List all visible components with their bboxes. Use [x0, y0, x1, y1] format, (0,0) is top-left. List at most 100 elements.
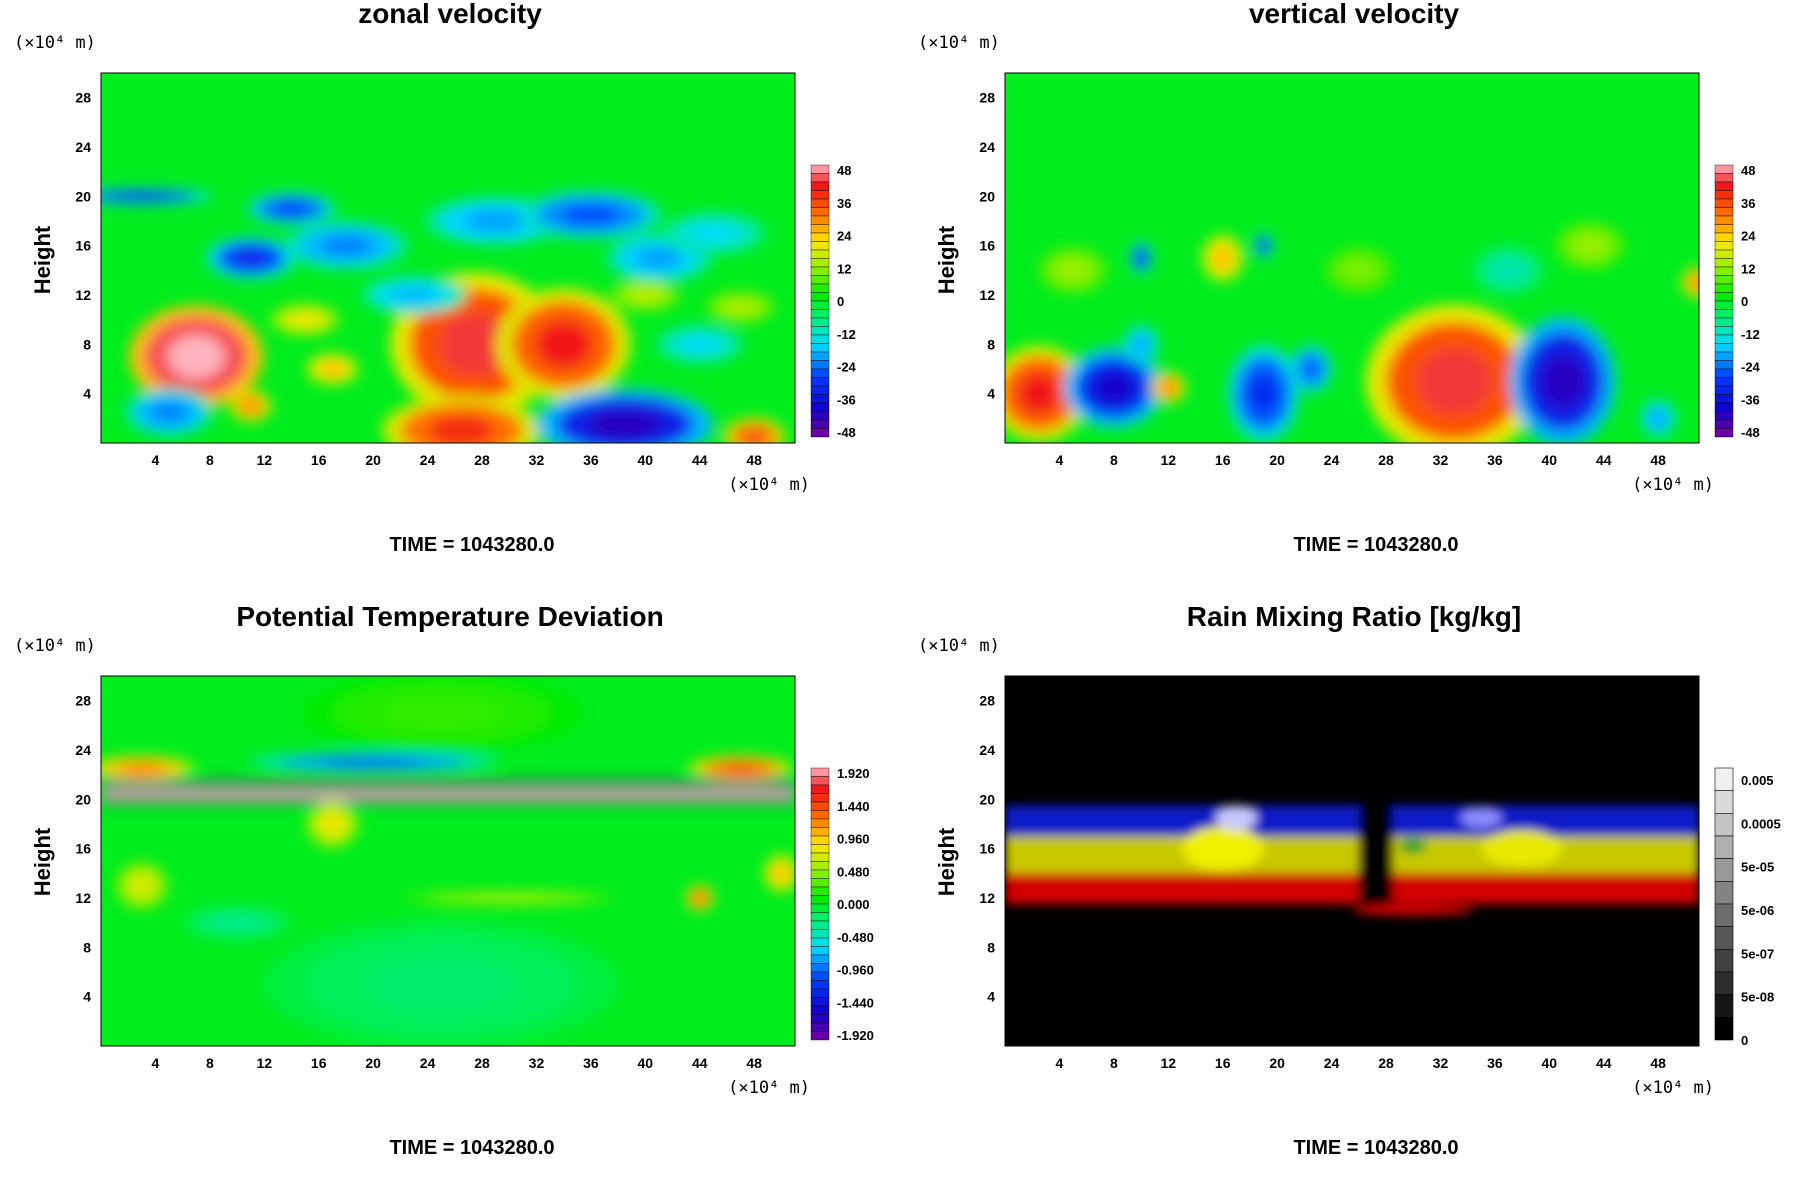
rain-gap: [1358, 801, 1393, 907]
colorbar-swatch: [1714, 881, 1734, 905]
x-tick-label: 16: [1215, 1055, 1231, 1071]
x-unit-label: (×10⁴ m): [1632, 1078, 1714, 1098]
colorbar-swatch: [1714, 402, 1734, 412]
colorbar-swatch: [1714, 232, 1734, 242]
colorbar-swatch: [810, 801, 830, 811]
colorbar-swatch: [810, 793, 830, 803]
heatmap-cell-core: [150, 401, 188, 423]
x-tick-label: 8: [206, 452, 214, 468]
colorbar-swatch: [810, 810, 830, 820]
panel-potential-temperature-deviation: Potential Temperature Deviation (×10⁴ m)…: [14, 601, 874, 1159]
colorbar-swatch: [1714, 164, 1734, 174]
y-axis-label: Height: [30, 827, 55, 896]
plot-frame: [100, 675, 796, 1047]
colorbar-swatch: [810, 224, 830, 234]
colorbar-label: 0: [1741, 1033, 1748, 1048]
colorbar-swatch: [810, 1031, 830, 1041]
heatmap-cell-core: [1575, 235, 1606, 256]
colorbar-swatch: [1714, 317, 1734, 327]
colorbar-label: 5e-07: [1741, 946, 1774, 961]
heatmap-cell-core: [1058, 260, 1089, 281]
x-axis-ticks: 4 8 12 16 20 24 28 32 36 40 44 48: [1056, 452, 1667, 468]
panel-title: Potential Temperature Deviation: [236, 601, 663, 632]
colorbar-swatch: [1714, 207, 1734, 217]
panel-title: Rain Mixing Ratio [kg/kg]: [1187, 601, 1521, 632]
x-tick-label: 16: [1215, 452, 1231, 468]
colorbar-swatch: [1714, 351, 1734, 361]
colorbar-swatch: [810, 402, 830, 412]
colorbar-swatch: [810, 411, 830, 421]
heatmap-cell-core: [1092, 370, 1135, 405]
x-tick-label: 4: [1056, 1055, 1064, 1071]
heatmap-field: [101, 73, 795, 443]
heatmap-cell-core: [319, 235, 373, 256]
colorbar-swatch: [1714, 419, 1734, 429]
x-tick-label: 16: [311, 1055, 327, 1071]
panel-rain-mixing-ratio: Rain Mixing Ratio [kg/kg] (×10⁴ m) Heigh…: [918, 601, 1781, 1159]
colorbar: 1.920 1.440 0.960 0.480 0.000 -0.480 -0.960 -1.…: [810, 766, 874, 1043]
colorbar-swatch: [810, 334, 830, 344]
colorbar-swatch: [1714, 309, 1734, 319]
rain-layer-yellow: [1005, 836, 1699, 874]
colorbar-swatch: [1714, 903, 1734, 927]
y-tick-label: 16: [75, 238, 91, 254]
colorbar-swatch: [1714, 334, 1734, 344]
time-label: TIME = 1043280.0: [389, 534, 554, 556]
x-tick-label: 12: [1161, 1055, 1177, 1071]
colorbar-label: 0.480: [837, 864, 870, 879]
x-tick-label: 48: [746, 452, 762, 468]
rain-cell: [1215, 805, 1257, 831]
colorbar-swatch: [810, 912, 830, 922]
colorbar-swatch: [810, 360, 830, 370]
colorbar-swatch: [1714, 377, 1734, 387]
colorbar-swatch: [810, 988, 830, 998]
y-tick-label: 4: [83, 989, 91, 1005]
x-tick-label: 4: [152, 1055, 160, 1071]
y-axis-label: Height: [934, 827, 959, 896]
heatmap-cell-core: [111, 192, 172, 200]
panel-title: zonal velocity: [358, 0, 542, 29]
rain-cell: [1352, 905, 1475, 916]
heatmap-cell-core: [740, 428, 768, 443]
y-axis-label: Height: [934, 225, 959, 294]
x-tick-label: 32: [1433, 452, 1449, 468]
heatmap-cell-core: [1136, 251, 1146, 265]
y-unit-label: (×10⁴ m): [14, 636, 96, 656]
heatmap-cell-core: [1691, 275, 1699, 290]
x-tick-label: 4: [152, 452, 160, 468]
colorbar-label: -48: [837, 425, 856, 440]
colorbar-label: 1.440: [837, 799, 870, 814]
colorbar-swatch: [810, 343, 830, 353]
heatmap-cell-core: [464, 895, 555, 901]
y-unit-label: (×10⁴ m): [918, 636, 1000, 656]
x-tick-label: 12: [1161, 452, 1177, 468]
x-tick-label: 40: [1542, 1055, 1558, 1071]
heatmap-band: [101, 798, 795, 804]
colorbar-swatch: [1714, 173, 1734, 183]
y-tick-label: 8: [987, 939, 995, 955]
y-tick-label: 28: [979, 693, 995, 709]
colorbar-swatch: [1714, 411, 1734, 421]
x-tick-label: 16: [311, 452, 327, 468]
colorbar-swatch: [1714, 1017, 1734, 1041]
y-tick-label: 4: [83, 386, 91, 402]
x-tick-label: 44: [1596, 452, 1612, 468]
y-tick-label: 20: [979, 791, 995, 807]
colorbar-swatch: [810, 971, 830, 981]
colorbar-label: 0.005: [1741, 773, 1774, 788]
x-tick-label: 36: [1487, 452, 1503, 468]
x-tick-label: 12: [257, 1055, 273, 1071]
colorbar-label: 24: [1741, 229, 1756, 244]
colorbar-swatch: [810, 929, 830, 939]
plot-frame: [100, 72, 796, 444]
y-tick-label: 8: [83, 336, 91, 352]
x-tick-label: 28: [474, 452, 490, 468]
colorbar-label: 0.960: [837, 832, 870, 847]
heatmap-cell-core: [1259, 240, 1268, 252]
x-tick-label: 44: [1596, 1055, 1612, 1071]
heatmap-cell-core: [119, 763, 165, 774]
colorbar-swatch: [1714, 368, 1734, 378]
x-tick-label: 20: [365, 1055, 381, 1071]
y-tick-label: 28: [75, 90, 91, 106]
heatmap-cell-core: [366, 957, 517, 1012]
